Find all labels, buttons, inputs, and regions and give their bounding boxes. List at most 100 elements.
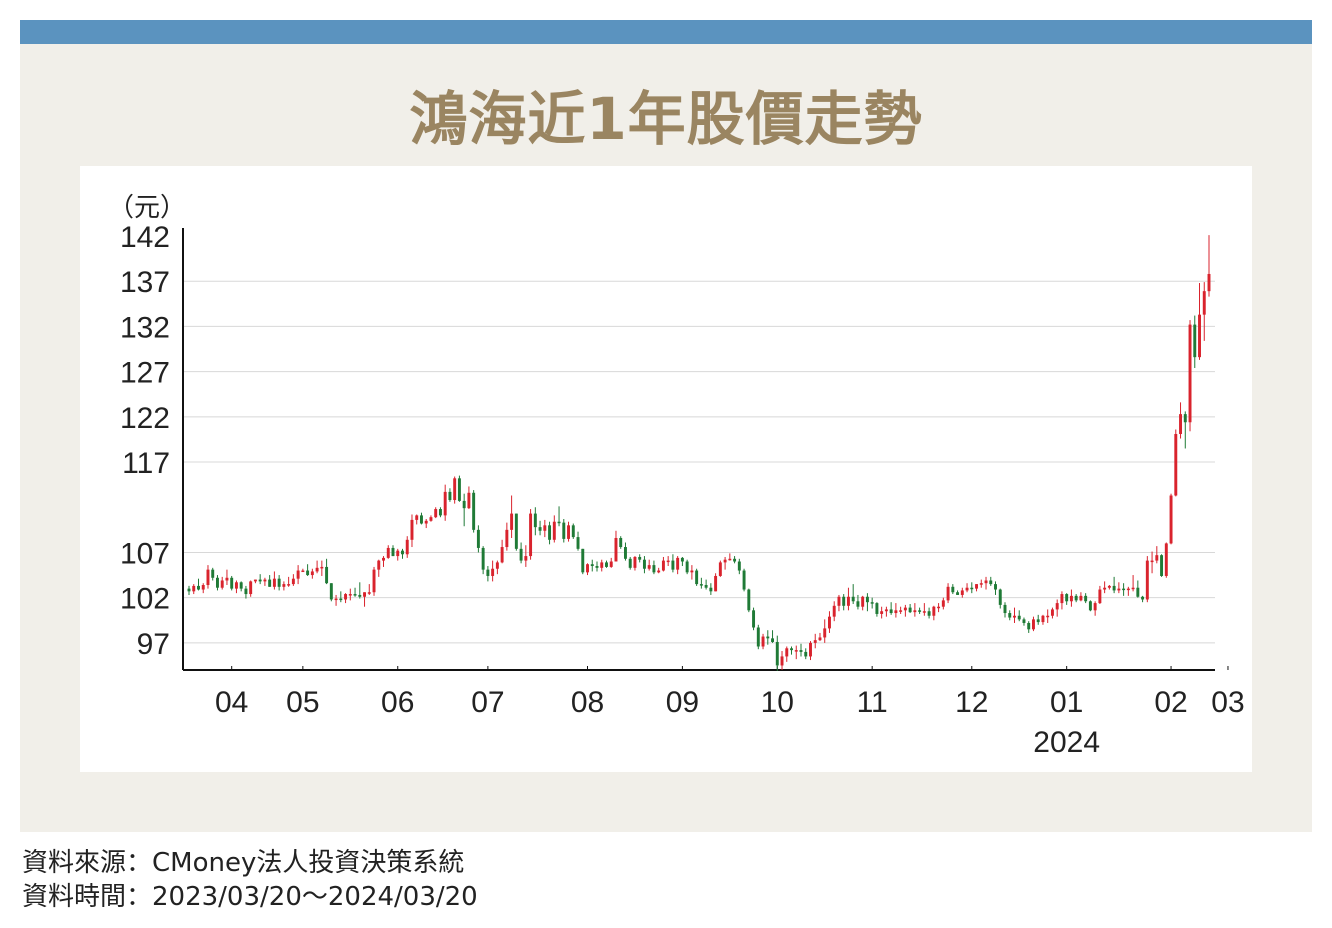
- candle-body: [614, 537, 618, 562]
- candle-body: [1046, 615, 1050, 618]
- candle-body: [201, 585, 205, 590]
- candle-body: [476, 529, 480, 548]
- axis-layer: （元） 97 102 107 117 122 127 132 137 142 04 05 06 07 08 0…: [108, 193, 1245, 759]
- candle-body: [633, 556, 637, 568]
- candle-body: [657, 570, 661, 573]
- candle-body: [932, 606, 936, 616]
- candle-body: [1202, 291, 1206, 315]
- header-bar: [20, 20, 1312, 44]
- x-tick-label: 05: [286, 686, 319, 719]
- candle-body: [481, 547, 485, 570]
- candle-body: [761, 636, 765, 647]
- candle-body: [1098, 589, 1102, 604]
- candle-body: [851, 596, 855, 602]
- candle-body: [704, 585, 708, 588]
- candle-body: [325, 566, 329, 584]
- candle-body: [1103, 587, 1107, 590]
- candle-body: [927, 611, 931, 616]
- candle-body: [785, 648, 789, 657]
- candle-body: [752, 610, 756, 628]
- candle-body: [1155, 555, 1159, 561]
- candle-body: [1065, 594, 1069, 602]
- candle-body: [1169, 495, 1173, 544]
- candle-body: [737, 561, 741, 571]
- candle-body: [780, 656, 784, 666]
- candle-body: [1060, 594, 1064, 604]
- candle-body: [647, 565, 651, 569]
- candle-body: [448, 491, 452, 501]
- candle-body: [277, 578, 281, 587]
- page-title: 鴻海近1年股價走勢: [409, 85, 923, 153]
- candle-body: [339, 598, 343, 601]
- candle-body: [984, 580, 988, 584]
- x-tick-label: 11: [857, 686, 888, 719]
- candle-body: [842, 596, 846, 606]
- x-tick-label: 12: [955, 686, 988, 719]
- candle-body: [1050, 609, 1054, 616]
- y-tick-label: 122: [120, 402, 170, 435]
- candle-body: [220, 580, 224, 588]
- candle-body: [296, 570, 300, 579]
- candle-body: [823, 628, 827, 638]
- candle-body: [1003, 604, 1007, 614]
- candle-body: [638, 556, 642, 560]
- candle-body: [524, 556, 528, 561]
- candle-body: [590, 564, 594, 567]
- candle-body: [353, 594, 357, 596]
- candle-body: [519, 548, 523, 561]
- candle-body: [937, 606, 941, 609]
- candle-body: [775, 641, 779, 666]
- candle-body: [1193, 324, 1197, 358]
- candle-body: [709, 587, 713, 592]
- candle-body: [628, 558, 632, 568]
- candle-body: [989, 580, 993, 585]
- candle-body: [567, 525, 571, 539]
- candle-body: [951, 586, 955, 593]
- candle-body: [533, 513, 537, 528]
- y-tick-label: 137: [120, 266, 170, 299]
- candle-body: [899, 610, 903, 612]
- candle-body: [718, 562, 722, 576]
- candle-body: [1198, 314, 1201, 358]
- candle-body: [804, 651, 808, 657]
- candle-body: [401, 550, 404, 555]
- candle-body: [956, 592, 960, 595]
- candle-body: [813, 640, 817, 643]
- candle-body: [1117, 588, 1121, 591]
- candle-body: [889, 609, 893, 614]
- candle-body: [714, 575, 718, 592]
- candle-body: [419, 515, 423, 524]
- candle-body: [443, 491, 447, 516]
- candle-body: [1069, 595, 1073, 602]
- candle-body: [215, 577, 219, 588]
- candle-body: [690, 570, 694, 573]
- candle-body: [671, 560, 675, 570]
- candle-body: [192, 585, 196, 592]
- candle-body: [410, 519, 414, 540]
- candle-body: [1027, 622, 1031, 630]
- candle-body: [552, 521, 556, 540]
- candle-body: [609, 561, 613, 567]
- candle-body: [1188, 324, 1192, 423]
- candle-body: [453, 478, 457, 501]
- candle-body: [1074, 595, 1078, 601]
- candle-body: [386, 547, 390, 558]
- y-tick-label: 117: [122, 447, 170, 480]
- candle-body: [605, 562, 608, 567]
- candle-body: [548, 525, 552, 540]
- candle-body: [1141, 596, 1145, 600]
- candle-layer: [187, 235, 1211, 671]
- candle-body: [1179, 414, 1183, 435]
- candle-body: [922, 611, 926, 613]
- candle-body: [1145, 560, 1149, 600]
- candle-body: [562, 522, 566, 539]
- candle-body: [457, 478, 461, 501]
- y-axis-unit-label: （元）: [108, 193, 186, 223]
- candle-body: [837, 596, 841, 606]
- candle-body: [529, 513, 533, 557]
- candle-body: [809, 642, 812, 657]
- candle-body: [699, 584, 703, 586]
- candle-body: [771, 638, 775, 642]
- candle-body: [870, 602, 874, 604]
- candle-body: [799, 650, 803, 652]
